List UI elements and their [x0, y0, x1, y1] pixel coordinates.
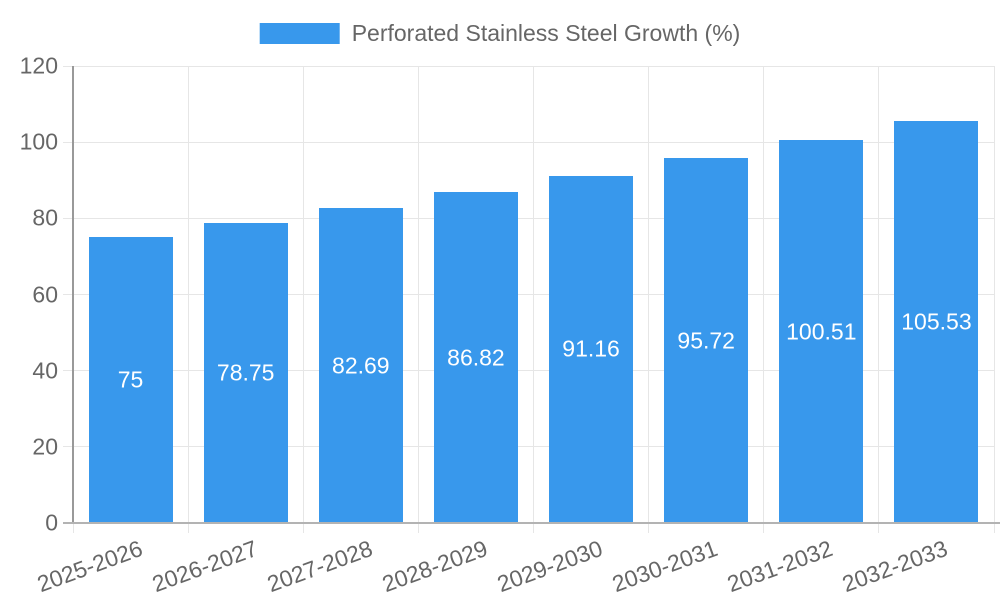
y-axis-tick-label: 60 — [32, 281, 58, 307]
y-axis-tick-label: 0 — [45, 509, 58, 536]
y-gridline — [63, 446, 994, 448]
y-gridline — [63, 294, 994, 295]
y-axis-tick-label: 100 — [19, 128, 58, 155]
bar[interactable] — [318, 208, 403, 523]
bar-value-label: 78.75 — [216, 359, 275, 386]
y-axis-line — [72, 66, 74, 524]
x-axis-category-label: 2025-2026 — [33, 535, 146, 598]
x-gridline — [993, 66, 995, 533]
bar-value-label: 100.51 — [786, 318, 857, 345]
bar[interactable] — [779, 140, 864, 523]
x-gridline — [417, 66, 419, 533]
bar[interactable] — [664, 158, 749, 523]
x-gridline — [533, 66, 534, 533]
y-gridline — [63, 141, 994, 143]
y-gridline — [63, 217, 994, 219]
x-gridline — [878, 66, 880, 533]
bar-value-label: 95.72 — [677, 327, 735, 354]
x-axis-category-label: 2027-2028 — [263, 535, 376, 598]
legend-item[interactable]: Perforated Stainless Steel Growth (%) — [259, 20, 741, 47]
bar[interactable] — [433, 192, 518, 523]
bar[interactable] — [88, 237, 173, 523]
x-axis-category-label: 2030-2031 — [608, 535, 722, 598]
x-axis-category-label: 2032-2033 — [839, 535, 952, 598]
bar-value-label: 86.82 — [447, 344, 505, 371]
x-axis-line — [63, 522, 1000, 524]
x-gridline — [302, 66, 304, 533]
legend-swatch — [259, 23, 340, 44]
x-axis-category-label: 2031-2032 — [723, 535, 837, 598]
y-axis-tick-label: 120 — [19, 52, 58, 79]
x-axis-category-label: 2026-2027 — [148, 535, 261, 598]
x-axis-category-label: 2029-2030 — [493, 535, 606, 598]
x-gridline — [648, 66, 650, 533]
x-gridline — [187, 66, 189, 533]
bar-value-label: 82.69 — [332, 352, 390, 379]
bar[interactable] — [203, 223, 288, 523]
bar[interactable] — [894, 121, 979, 523]
y-axis-tick-label: 20 — [32, 433, 58, 460]
bar[interactable] — [549, 175, 634, 523]
x-axis-category-label: 2028-2029 — [378, 535, 491, 598]
y-gridline — [63, 65, 994, 67]
x-gridline — [763, 66, 765, 533]
legend-label: Perforated Stainless Steel Growth (%) — [351, 20, 741, 46]
y-gridline — [63, 370, 994, 372]
y-axis-tick-label: 40 — [32, 357, 58, 384]
bar-value-label: 75 — [117, 366, 144, 393]
y-axis-tick-label: 80 — [32, 204, 58, 231]
bar-value-label: 91.16 — [562, 335, 620, 362]
bar-value-label: 105.53 — [901, 308, 972, 335]
